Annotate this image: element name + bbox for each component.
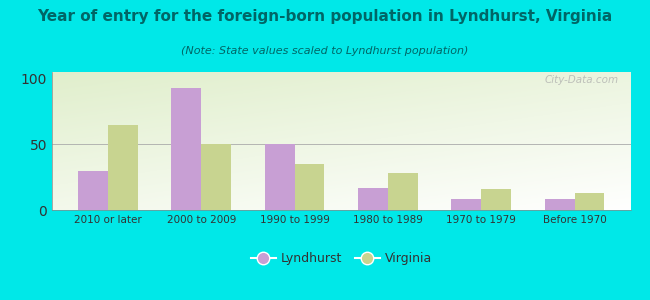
- Legend: Lyndhurst, Virginia: Lyndhurst, Virginia: [246, 247, 437, 270]
- Text: Year of entry for the foreign-born population in Lyndhurst, Virginia: Year of entry for the foreign-born popul…: [38, 9, 612, 24]
- Bar: [78, 171, 108, 210]
- Text: City-Data.com: City-Data.com: [545, 75, 619, 85]
- Text: (Note: State values scaled to Lyndhurst population): (Note: State values scaled to Lyndhurst …: [181, 46, 469, 56]
- Bar: [202, 144, 231, 210]
- Bar: [358, 188, 388, 210]
- Bar: [545, 200, 575, 210]
- Bar: [388, 173, 418, 210]
- Bar: [265, 144, 294, 210]
- Bar: [481, 189, 511, 210]
- Bar: [451, 200, 481, 210]
- Bar: [172, 88, 202, 210]
- Bar: [108, 124, 138, 210]
- Bar: [294, 164, 324, 210]
- Bar: [575, 193, 604, 210]
